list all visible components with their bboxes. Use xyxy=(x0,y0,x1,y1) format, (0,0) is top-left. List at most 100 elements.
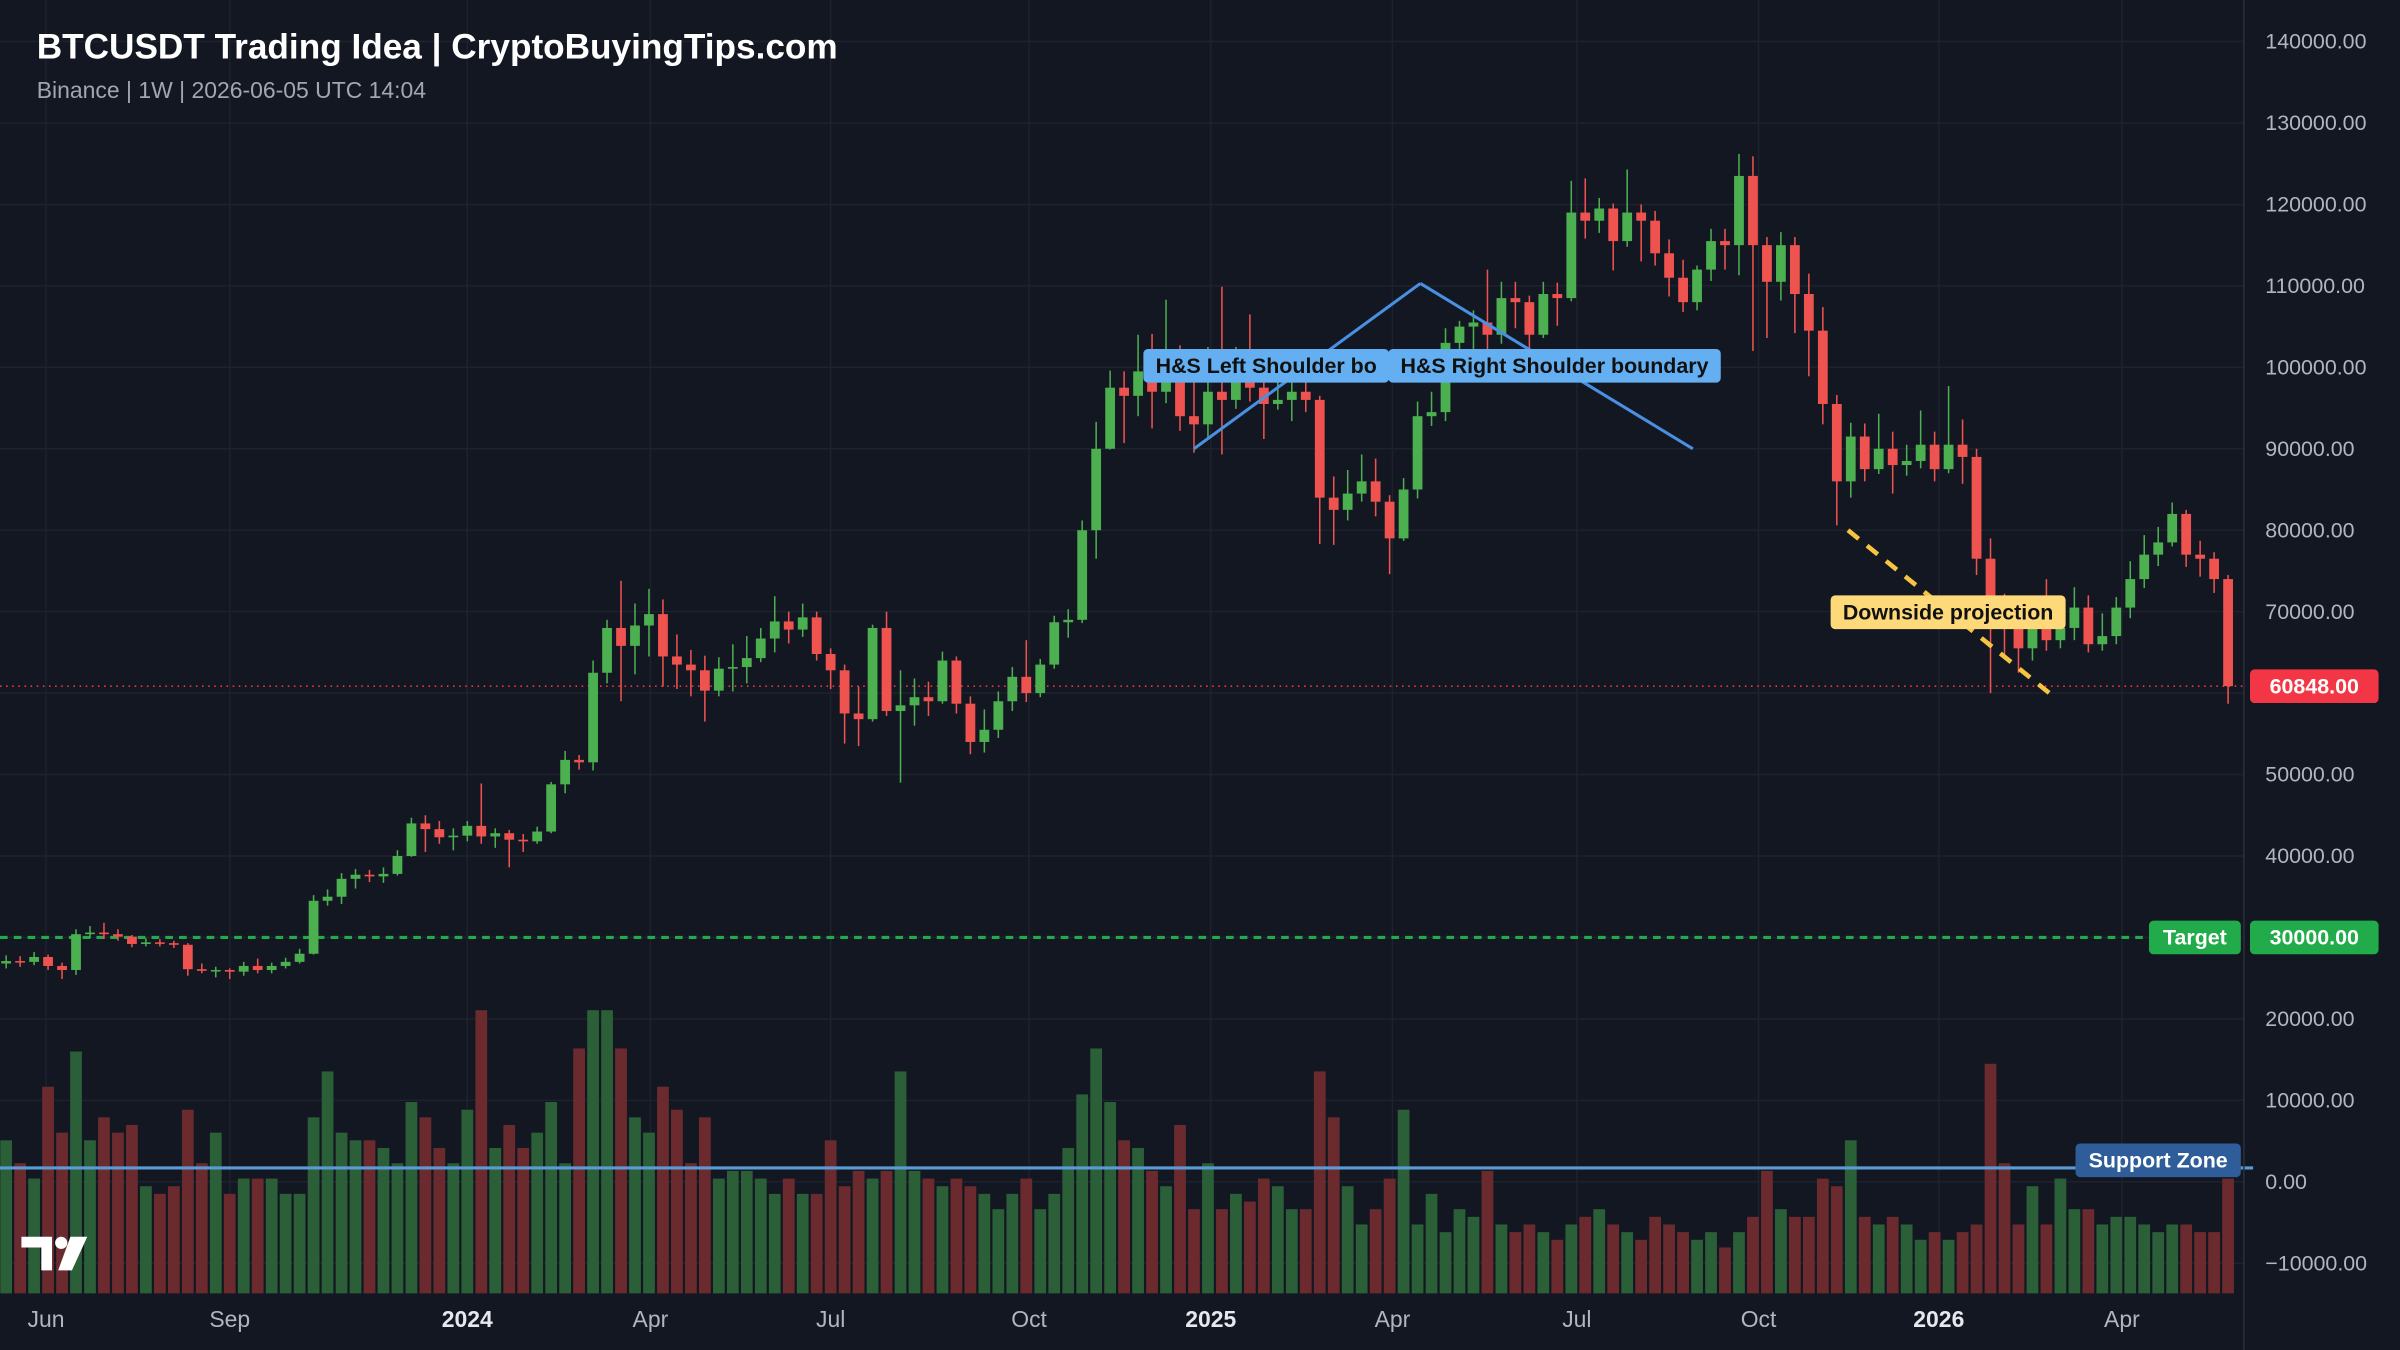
volume-bar xyxy=(866,1178,879,1294)
candle-body xyxy=(895,705,906,712)
candle-body xyxy=(1189,416,1199,425)
volume-bar xyxy=(335,1132,348,1294)
volume-bar xyxy=(2040,1224,2053,1294)
candle-body xyxy=(1217,391,1227,400)
candle-body xyxy=(909,697,920,706)
volume-bar xyxy=(209,1132,222,1294)
candle-body xyxy=(2125,579,2136,608)
y-tick-label: 20000.00 xyxy=(2265,1007,2354,1031)
candle-body xyxy=(154,942,165,944)
candle-body xyxy=(644,614,654,626)
candle-body xyxy=(2013,623,2024,649)
volume-bar xyxy=(922,1178,935,1294)
volume-bar xyxy=(489,1147,502,1294)
volume-bar xyxy=(2026,1186,2039,1294)
volume-bar xyxy=(98,1117,110,1294)
candle-body xyxy=(532,831,543,842)
candle-body xyxy=(504,833,515,840)
volume-bar xyxy=(1802,1216,1815,1294)
candle-body xyxy=(1482,322,1493,335)
candle-body xyxy=(1426,412,1437,417)
candle-body xyxy=(1524,302,1535,335)
y-tick-label: 120000.00 xyxy=(2265,193,2366,217)
volume-bar xyxy=(1090,1048,1103,1294)
volume-bar xyxy=(629,1117,641,1294)
candle-body xyxy=(839,670,850,714)
volume-bar xyxy=(1900,1224,1913,1294)
volume-bar xyxy=(1257,1178,1270,1294)
volume-bar xyxy=(1928,1232,1941,1294)
candle-body xyxy=(1901,460,1912,466)
candle-body xyxy=(2083,607,2094,645)
volume-bar xyxy=(1439,1232,1452,1294)
volume-bar xyxy=(363,1140,376,1294)
annotation-text: H&S Right Shoulder boundary xyxy=(1401,354,1709,378)
volume-bar xyxy=(2110,1216,2123,1294)
grid xyxy=(0,0,2244,1294)
target-price-tag: 30000.00 xyxy=(2270,926,2359,950)
candle-body xyxy=(490,833,501,837)
y-tick-label: 110000.00 xyxy=(2265,274,2365,298)
candle-body xyxy=(1203,391,1213,425)
candle-body xyxy=(686,664,696,671)
volume-bar xyxy=(56,1132,68,1294)
candle-body xyxy=(1859,436,1870,470)
volume-bar xyxy=(1425,1193,1438,1294)
candle-body xyxy=(1915,444,1926,461)
candle-body xyxy=(1943,444,1954,470)
volume-bar xyxy=(447,1163,460,1294)
candle-body xyxy=(1985,558,1996,608)
volume-bar xyxy=(1132,1147,1144,1294)
volume-bar xyxy=(936,1186,949,1294)
volume-bar xyxy=(1062,1147,1075,1294)
volume-bar xyxy=(964,1186,977,1294)
candle-body xyxy=(2027,623,2038,649)
candle-body xyxy=(867,627,878,720)
support-label-box xyxy=(2075,1143,2241,1178)
volume-bar xyxy=(28,1178,40,1294)
candle-body xyxy=(1272,399,1283,404)
volume-bar xyxy=(1048,1193,1061,1294)
volume-layer xyxy=(0,1010,2234,1294)
y-tick-label: 90000.00 xyxy=(2265,437,2354,461)
volume-bar xyxy=(1830,1186,1843,1294)
y-tick-label: 70000.00 xyxy=(2265,600,2354,624)
candle-body xyxy=(1077,530,1088,620)
volume-bar xyxy=(1593,1209,1606,1294)
candle-body xyxy=(1845,436,1856,482)
volume-bar xyxy=(1761,1170,1773,1294)
candle-body xyxy=(350,874,361,879)
candle-body xyxy=(1552,294,1563,299)
volume-bar xyxy=(1271,1186,1284,1294)
candle-body xyxy=(658,614,668,657)
volume-bar xyxy=(852,1170,865,1294)
x-tick-label: Oct xyxy=(1741,1306,1777,1332)
volume-bar xyxy=(349,1140,362,1294)
volume-bar xyxy=(1509,1232,1522,1294)
candle-body xyxy=(1580,212,1591,221)
x-tick-label: Jun xyxy=(27,1306,64,1332)
price-tags: 60848.00 30000.00 Target Support Zone xyxy=(2075,669,2379,1178)
candle-body xyxy=(1929,444,1940,470)
candle-body xyxy=(252,965,263,971)
candle-body xyxy=(1510,298,1521,303)
candle-body xyxy=(1384,501,1395,539)
volume-bar xyxy=(14,1163,26,1294)
candle-body xyxy=(280,961,291,966)
candle-body xyxy=(713,668,724,691)
x-tick-label: 2026 xyxy=(1913,1306,1964,1332)
volume-bar xyxy=(1369,1209,1382,1294)
candle-body xyxy=(1957,444,1968,457)
volume-bar xyxy=(2166,1224,2179,1294)
candle-body xyxy=(85,932,95,935)
candle-body xyxy=(1887,448,1898,466)
candle-body xyxy=(937,660,948,702)
volume-bar xyxy=(1411,1224,1424,1294)
candle-body xyxy=(1692,269,1702,303)
annotation-label: H&S Right Shoulder boundary xyxy=(1388,348,1721,383)
volume-bar xyxy=(321,1071,334,1294)
volume-bar xyxy=(1453,1209,1466,1294)
candle-body xyxy=(476,825,487,837)
volume-bar xyxy=(782,1178,795,1294)
